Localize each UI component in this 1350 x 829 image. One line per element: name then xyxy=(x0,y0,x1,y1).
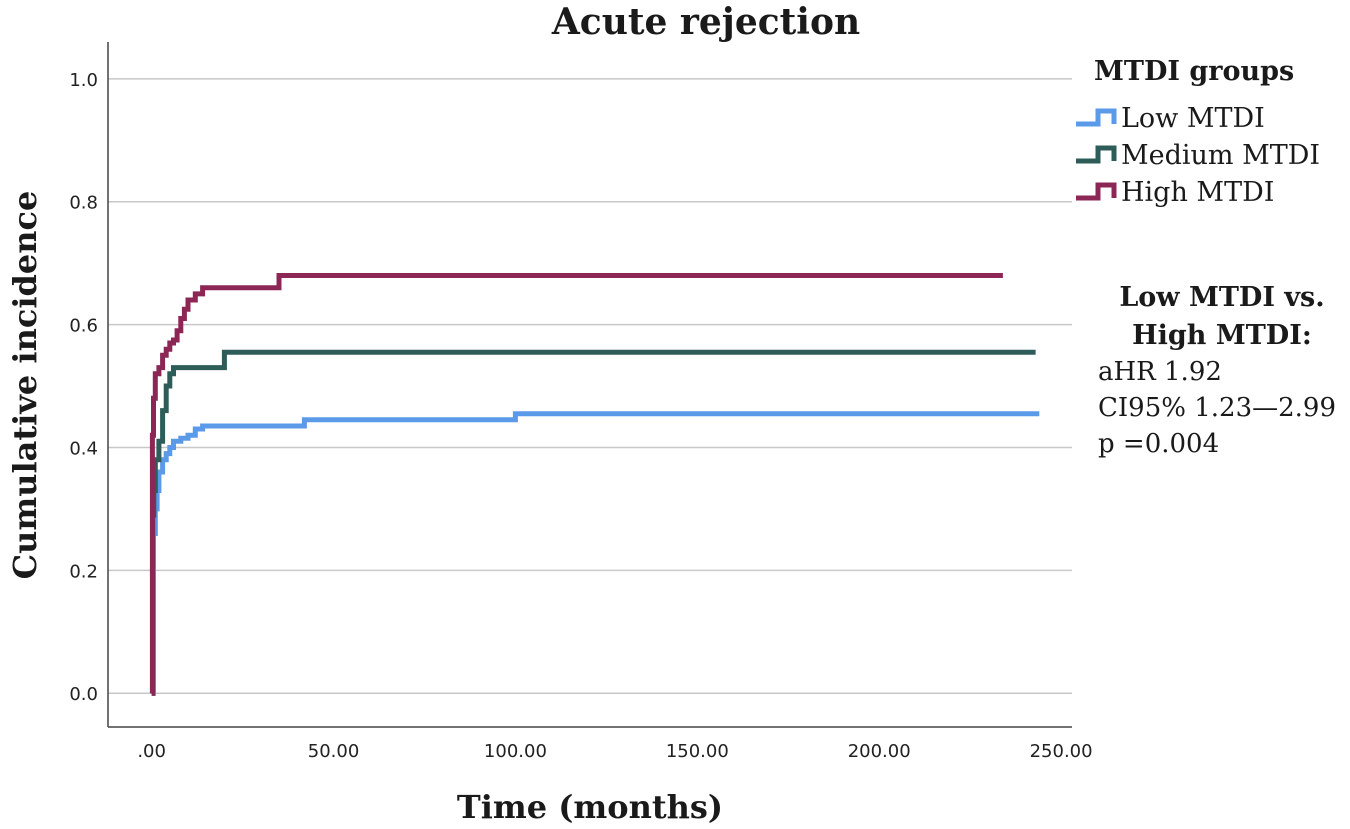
y-tick-label: 0.6 xyxy=(69,316,98,337)
series-line-2 xyxy=(149,273,1003,696)
y-tick-label: 1.0 xyxy=(69,70,98,91)
chart-title: Acute rejection xyxy=(551,1,860,43)
series-line-0 xyxy=(151,411,1040,696)
y-axis-title: Cumulative incidence xyxy=(6,191,44,580)
annotation-line-2: High MTDI: xyxy=(1132,320,1312,351)
annotation-line-3: aHR 1.92 xyxy=(1098,357,1222,387)
x-axis-title: Time (months) xyxy=(457,788,723,826)
x-tick-label: 250.00 xyxy=(1030,741,1093,762)
y-tick-label: 0.8 xyxy=(69,193,98,214)
x-tick-label: 200.00 xyxy=(848,741,911,762)
annotation-line-1: Low MTDI vs. xyxy=(1119,282,1324,313)
x-tick-label: 50.00 xyxy=(308,741,360,762)
legend-label: High MTDI xyxy=(1121,177,1274,208)
series-lines xyxy=(149,273,1040,696)
x-tick-label: .00 xyxy=(137,741,166,762)
y-ticks: 0.0 0.2 0.4 0.6 0.8 1.0 xyxy=(69,70,98,705)
y-tick-label: 0.0 xyxy=(69,684,98,705)
legend-label: Low MTDI xyxy=(1121,103,1265,134)
legend-label: Medium MTDI xyxy=(1121,140,1320,171)
y-tick-label: 0.2 xyxy=(69,561,98,582)
x-tick-label: 100.00 xyxy=(484,741,547,762)
legend-swatch xyxy=(1076,108,1117,127)
legend-title: MTDI groups xyxy=(1094,56,1294,87)
x-ticks: .00 50.00 100.00 150.00 200.00 250.00 xyxy=(137,741,1092,762)
y-tick-label: 0.4 xyxy=(69,438,98,459)
legend-items: Low MTDI Medium MTDI High MTDI xyxy=(1076,103,1320,208)
legend-swatch xyxy=(1076,182,1117,201)
x-tick-label: 150.00 xyxy=(666,741,729,762)
legend-swatch xyxy=(1076,145,1117,164)
annotation: Low MTDI vs. High MTDI: aHR 1.92 CI95% 1… xyxy=(1098,282,1336,459)
series-line-1 xyxy=(150,349,1036,696)
legend: MTDI groups Low MTDI Medium MTDI High MTDI xyxy=(1076,56,1320,208)
annotation-line-5: p =0.004 xyxy=(1098,429,1219,459)
gridlines xyxy=(108,78,1072,694)
annotation-line-4: CI95% 1.23—2.99 xyxy=(1098,393,1336,423)
